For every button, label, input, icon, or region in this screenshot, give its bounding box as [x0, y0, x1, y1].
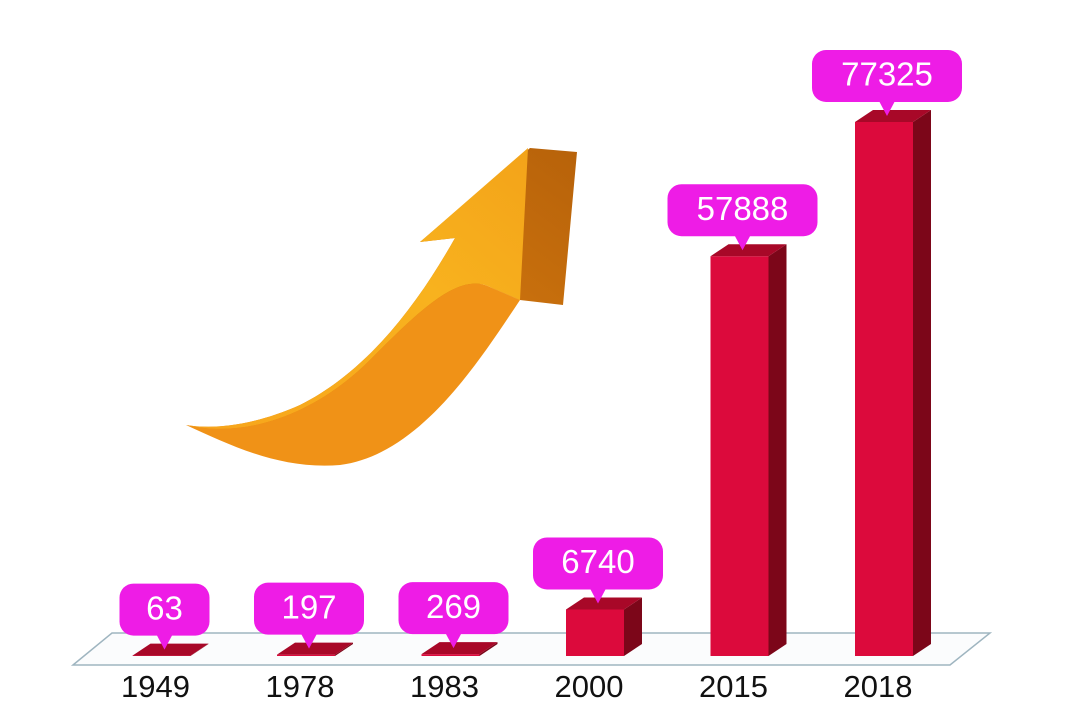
bar-top	[132, 643, 209, 656]
value-label-pointer	[590, 588, 606, 604]
bar-side	[913, 110, 931, 656]
bar-side	[479, 642, 498, 656]
value-label-bubble	[398, 582, 509, 635]
bar-top	[277, 642, 353, 655]
bar	[566, 609, 624, 656]
value-label-bubble	[119, 583, 210, 636]
arrow-decoration	[186, 148, 577, 466]
value-label-bubble	[533, 537, 663, 590]
bar-top	[566, 597, 642, 610]
x-tick-label: 1978	[266, 669, 335, 704]
value-label: 77325	[841, 56, 933, 93]
x-tick-label: 1949	[121, 669, 190, 704]
bar-top	[710, 244, 787, 257]
value-label-pointer	[301, 633, 317, 649]
value-label-bubble	[812, 50, 962, 102]
value-label-bubble	[667, 184, 818, 237]
value-label: 6740	[561, 543, 634, 580]
bar	[710, 256, 769, 656]
bar-side	[624, 597, 642, 656]
bar-side	[768, 244, 787, 657]
value-label-pointer	[879, 101, 895, 116]
bar	[855, 122, 913, 656]
bar-top	[855, 110, 931, 122]
value-label-pointer	[156, 634, 173, 650]
bar-top	[421, 642, 498, 655]
value-label-bubble	[254, 582, 364, 635]
floor	[70, 632, 993, 666]
x-tick-label: 2018	[844, 669, 913, 704]
value-label: 269	[426, 588, 481, 625]
x-tick-label: 1983	[410, 669, 479, 704]
value-label-pointer	[445, 633, 462, 649]
value-label: 63	[146, 589, 183, 626]
value-label: 197	[281, 588, 336, 625]
value-label: 57888	[697, 190, 789, 227]
x-tick-label: 2000	[555, 669, 624, 704]
bar	[277, 654, 335, 656]
bar	[421, 654, 480, 656]
bar-side	[335, 642, 353, 656]
x-tick-label: 2015	[699, 669, 768, 704]
value-label-pointer	[734, 235, 751, 251]
bar-side	[190, 643, 209, 656]
